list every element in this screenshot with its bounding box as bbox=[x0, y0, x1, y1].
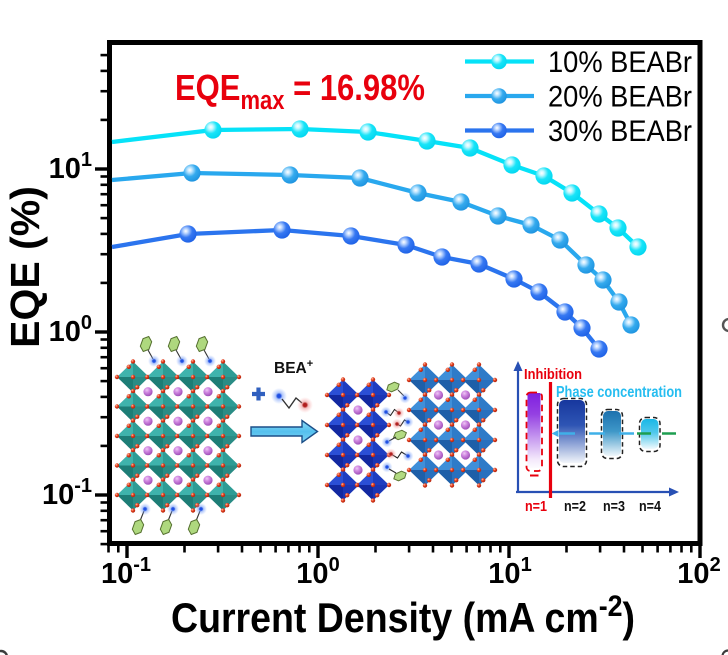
svg-text:n=2: n=2 bbox=[564, 498, 586, 515]
svg-text:n=3: n=3 bbox=[603, 498, 625, 515]
svg-text:BEA+: BEA+ bbox=[274, 358, 313, 377]
svg-text:101: 101 bbox=[488, 554, 531, 590]
svg-text:20% BEABr: 20% BEABr bbox=[548, 81, 692, 114]
svg-text:30% BEABr: 30% BEABr bbox=[548, 115, 692, 148]
svg-text:Phase concentration: Phase concentration bbox=[556, 384, 682, 401]
svg-text:102: 102 bbox=[677, 554, 720, 590]
svg-text:Current Density (mA cm-2): Current Density (mA cm-2) bbox=[171, 590, 635, 641]
svg-text:EQEmax = 16.98%: EQEmax = 16.98% bbox=[175, 67, 425, 115]
svg-text:10% BEABr: 10% BEABr bbox=[548, 46, 692, 79]
svg-text:EQE (%): EQE (%) bbox=[2, 186, 48, 348]
svg-text:Inhibition: Inhibition bbox=[524, 366, 582, 383]
svg-text:n=4: n=4 bbox=[639, 498, 662, 515]
svg-text:n=1: n=1 bbox=[525, 498, 547, 515]
